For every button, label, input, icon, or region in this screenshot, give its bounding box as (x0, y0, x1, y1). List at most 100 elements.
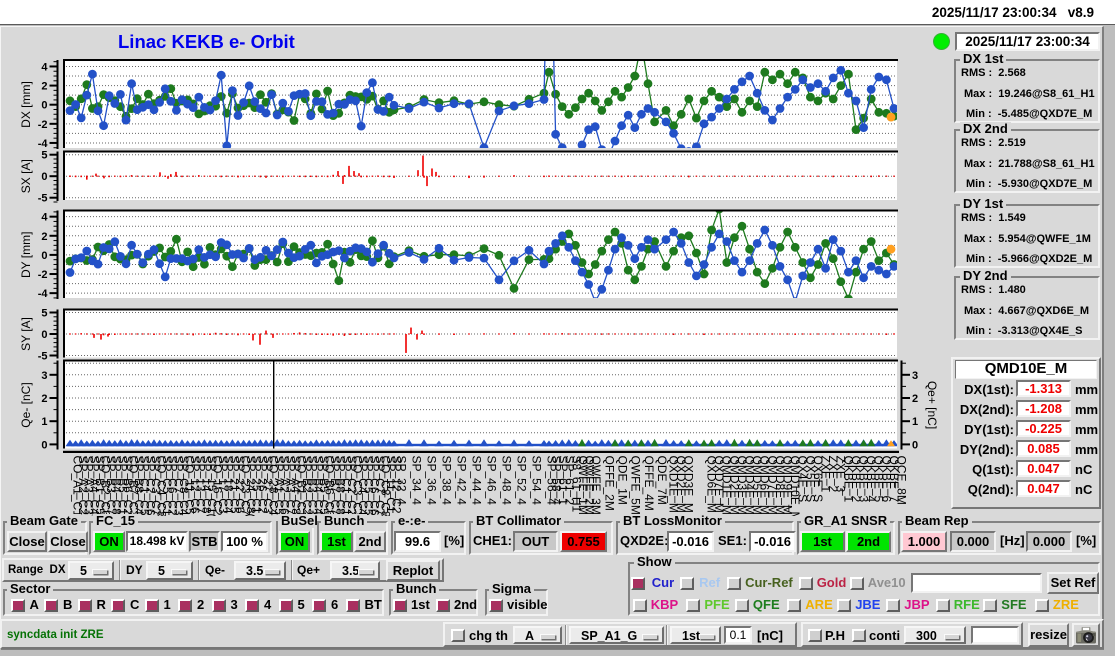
svg-text:2: 2 (41, 81, 47, 93)
svg-text:QXD6E_M: QXD6E_M (705, 456, 719, 513)
svg-text:SP_14_C8: SP_14_C8 (199, 456, 213, 514)
svg-text:CO_C8_C8: CO_C8_C8 (379, 456, 393, 517)
svg-text:SP_12_C6: SP_12_C6 (188, 456, 202, 514)
svg-text:QDE_1M: QDE_1M (616, 456, 630, 505)
svg-text:SP_54_4: SP_54_4 (530, 456, 544, 506)
svg-text:SP_B5_C1: SP_B5_C1 (115, 456, 129, 516)
svg-text:SP_11_C1: SP_11_C1 (384, 456, 398, 513)
svg-text:QDE_7M: QDE_7M (655, 456, 669, 505)
svg-text:2: 2 (41, 393, 47, 405)
svg-text:SP_42_4: SP_42_4 (455, 456, 469, 506)
svg-text:4: 4 (41, 212, 48, 224)
svg-text:-5: -5 (38, 351, 48, 363)
svg-text:SP_B8_C4: SP_B8_C4 (132, 456, 146, 516)
svg-text:SP_13_C7: SP_13_C7 (194, 456, 208, 514)
svg-text:SP_26_C2: SP_26_C2 (255, 456, 269, 514)
svg-text:CO_11_C5: CO_11_C5 (183, 456, 197, 515)
svg-text:QMD3E_M: QMD3E_M (735, 456, 749, 515)
svg-text:SP_58_4: SP_58_4 (550, 456, 564, 506)
svg-text:QWFE_3M: QWFE_3M (589, 456, 603, 515)
svg-text:QKBE_3: QKBE_3 (857, 456, 871, 503)
svg-text:ZXE_1: ZXE_1 (819, 456, 833, 493)
svg-text:SP_A4_C4(9): SP_A4_C4(9) (87, 456, 101, 517)
svg-text:CO_B7_C3: CO_B7_C3 (127, 456, 141, 517)
svg-text:SP_B3_C7: SP_B3_C7 (104, 456, 118, 516)
svg-text:-4: -4 (38, 138, 49, 150)
svg-text:1: 1 (912, 416, 918, 428)
svg-text:QMD1E_M: QMD1E_M (720, 456, 734, 515)
svg-text:QMD5E_M: QMD5E_M (750, 456, 764, 515)
svg-text:QXD7E_M: QXD7E_M (712, 456, 726, 513)
svg-text:QWFE_2M: QWFE_2M (583, 456, 597, 515)
svg-text:SP_C5_C1: SP_C5_C1 (160, 456, 174, 516)
svg-text:SP_B8_C8: SP_B8_C8 (334, 456, 348, 516)
svg-text:SP_A3_C3: SP_A3_C3 (82, 456, 96, 516)
svg-text:QMD6E_M: QMD6E_M (758, 456, 772, 515)
svg-text:SP_C4_C4: SP_C4_C4 (356, 456, 370, 516)
svg-text:SP_21_C5: SP_21_C5 (227, 456, 241, 514)
svg-text:SP_A2_C6: SP_A2_C6 (278, 456, 292, 516)
svg-text:QKBE_1: QKBE_1 (841, 456, 855, 503)
svg-text:SP_B2_C2: SP_B2_C2 (300, 456, 314, 516)
svg-text:SP_36_4: SP_36_4 (425, 456, 439, 506)
svg-text:3: 3 (912, 370, 918, 382)
svg-text:QWFE_1M: QWFE_1M (576, 456, 590, 515)
svg-text:5: 5 (41, 308, 47, 320)
svg-text:0: 0 (41, 171, 47, 183)
svg-text:-4: -4 (38, 288, 49, 300)
svg-text:CO_28_C4: CO_28_C4 (267, 456, 281, 516)
svg-text:QCE_8M: QCE_8M (895, 456, 909, 505)
svg-text:CO_B2_C6: CO_B2_C6 (99, 456, 113, 517)
svg-text:CO_B1_C1: CO_B1_C1 (295, 456, 309, 517)
svg-text:SP_C3_C7: SP_C3_C7 (149, 456, 163, 516)
svg-text:QWFE_5M: QWFE_5M (629, 456, 643, 515)
svg-text:SP_B4_C8: SP_B4_C8 (110, 456, 124, 516)
svg-text:SY [A]: SY [A] (19, 317, 33, 351)
svg-text:QKBE_2: QKBE_2 (849, 456, 863, 503)
svg-text:CO_B6_C6: CO_B6_C6 (323, 456, 337, 517)
svg-text:SX [A]: SX [A] (19, 159, 33, 193)
svg-text:QMD10E_M: QMD10E_M (788, 456, 802, 517)
svg-text:2: 2 (41, 231, 47, 243)
svg-text:QXD2E_M: QXD2E_M (674, 456, 688, 513)
svg-text:SP_18_C4: SP_18_C4 (222, 456, 236, 514)
svg-text:QX4E_S: QX4E_S (796, 456, 810, 503)
svg-text:SP_52_4: SP_52_4 (515, 456, 529, 506)
svg-text:SP_12_C2: SP_12_C2 (390, 456, 404, 514)
svg-text:QXD3E_M: QXD3E_M (682, 456, 696, 513)
svg-text:CO_23_C7: CO_23_C7 (239, 456, 253, 516)
svg-text:Qe+ [nC]: Qe+ [nC] (925, 381, 939, 429)
svg-text:SP_C6_C6: SP_C6_C6 (367, 456, 381, 516)
svg-text:QFFE_4M: QFFE_4M (642, 456, 656, 511)
svg-text:SP_A4_C8: SP_A4_C8 (289, 456, 303, 516)
svg-text:2: 2 (912, 393, 918, 405)
svg-text:4: 4 (41, 61, 48, 73)
svg-text:SP_34_4: SP_34_4 (410, 456, 424, 506)
svg-text:SP_A3_C7(9): SP_A3_C7(9) (283, 456, 297, 517)
svg-text:SP_C7_C3: SP_C7_C3 (171, 456, 185, 516)
svg-text:SP_44_4: SP_44_4 (470, 456, 484, 506)
svg-text:QMD7E_M: QMD7E_M (765, 456, 779, 515)
svg-text:CO_16_C2: CO_16_C2 (211, 456, 225, 516)
svg-text:SP_24_C8(9): SP_24_C8(9) (244, 456, 258, 517)
svg-text:0: 0 (41, 250, 47, 262)
svg-text:SP_C6_C2(9): SP_C6_C2(9) (166, 456, 180, 517)
svg-text:SP_46_4: SP_46_4 (485, 456, 499, 506)
svg-text:SP_B3_C3: SP_B3_C3 (306, 456, 320, 516)
svg-text:SP_61_1: SP_61_1 (556, 456, 570, 506)
svg-text:SP_B7_C7: SP_B7_C7 (328, 456, 342, 516)
svg-text:5: 5 (41, 150, 47, 162)
svg-text:QMD8E_M: QMD8E_M (773, 456, 787, 515)
svg-text:SP_A2_C2: SP_A2_C2 (76, 456, 90, 516)
svg-text:1: 1 (41, 416, 47, 428)
svg-text:SP_B6_C2: SP_B6_C2 (121, 456, 135, 516)
svg-text:SP_C1_C5: SP_C1_C5 (138, 456, 152, 516)
svg-text:QKBE_4: QKBE_4 (864, 456, 878, 503)
svg-text:SP_25_C1: SP_25_C1 (250, 456, 264, 514)
svg-text:QMD2E_M: QMD2E_M (727, 456, 741, 515)
svg-text:SP_C1_C1: SP_C1_C1 (339, 456, 353, 516)
svg-text:-2: -2 (38, 269, 48, 281)
svg-text:QKBE_5: QKBE_5 (872, 456, 886, 503)
svg-text:SP_B1_C5: SP_B1_C5 (93, 456, 107, 516)
svg-text:SP_22_C6: SP_22_C6 (233, 456, 247, 514)
